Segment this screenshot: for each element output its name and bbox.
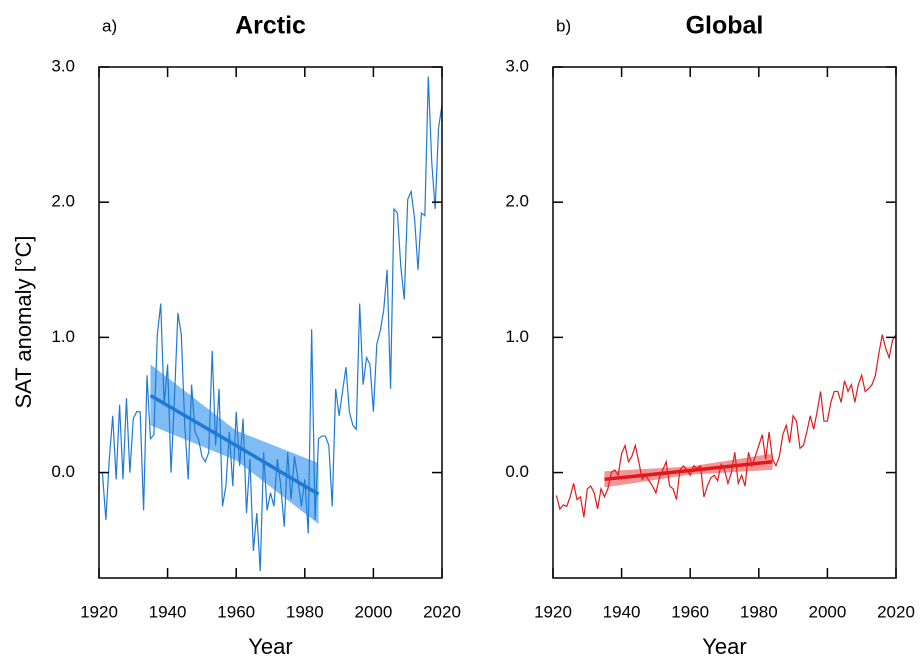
x-tick-label: 2000: [808, 602, 846, 621]
plot-frame: [98, 66, 443, 579]
y-tick-label: 0.0: [51, 462, 75, 481]
panel-label: b): [556, 16, 571, 35]
x-tick-label: 1920: [80, 602, 118, 621]
y-tick-label: 2.0: [505, 192, 529, 211]
y-tick-label: 0.0: [505, 462, 529, 481]
trend-line: [149, 393, 320, 496]
plot-frame: [552, 66, 897, 579]
x-axis-label: Year: [702, 634, 746, 658]
y-tick-label: 1.0: [51, 327, 75, 346]
y-tick-label: 1.0: [505, 327, 529, 346]
x-tick-label: 1920: [534, 602, 572, 621]
trend-line: [604, 460, 773, 482]
x-tick-label: 1940: [603, 602, 641, 621]
y-tick-label: 3.0: [51, 56, 75, 75]
data-line: [555, 334, 896, 518]
x-tick-label: 2000: [354, 602, 392, 621]
x-tick-label: 2020: [877, 602, 915, 621]
x-tick-label: 1980: [740, 602, 778, 621]
x-tick-label: 2020: [423, 602, 461, 621]
x-axis-label: Year: [248, 634, 292, 658]
x-tick-label: 1960: [671, 602, 709, 621]
x-tick-label: 1940: [149, 602, 187, 621]
y-axis-label: SAT anomaly [°C]: [11, 235, 36, 408]
panel-label: a): [102, 16, 117, 35]
y-tick-label: 2.0: [51, 192, 75, 211]
chart-title: Global: [686, 12, 764, 40]
x-tick-label: 1980: [286, 602, 324, 621]
chart-title: Arctic: [235, 12, 306, 40]
y-tick-label: 3.0: [505, 56, 529, 75]
x-tick-label: 1960: [217, 602, 255, 621]
data-line: [101, 76, 442, 572]
